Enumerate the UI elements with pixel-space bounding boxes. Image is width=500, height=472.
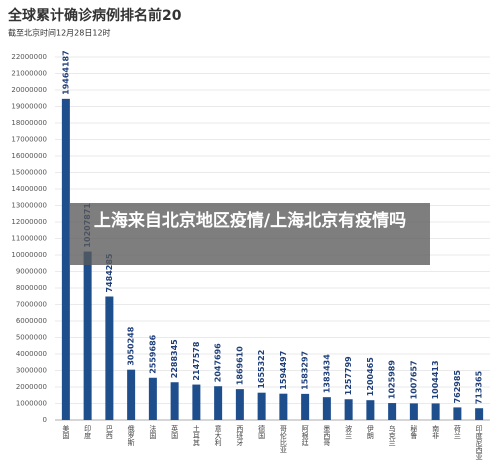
bar bbox=[475, 408, 484, 420]
bar bbox=[344, 399, 353, 420]
chart-title: 全球累计确诊病例排名前20 bbox=[7, 7, 182, 24]
y-tick-label: 21000000 bbox=[11, 70, 47, 78]
value-label: 2288345 bbox=[170, 339, 179, 378]
chart-subtitle: 截至北京时间12月28日12时 bbox=[8, 28, 111, 38]
y-tick-label: 11000000 bbox=[11, 235, 47, 243]
y-tick-label: 18000000 bbox=[11, 119, 47, 127]
value-label: 3050248 bbox=[127, 326, 136, 365]
bar bbox=[322, 397, 331, 420]
x-tick-label: 哥伦比亚 bbox=[279, 425, 287, 453]
x-tick-label: 意大利 bbox=[214, 424, 222, 446]
y-tick-label: 19000000 bbox=[11, 103, 47, 111]
y-tick-label: 8000000 bbox=[16, 284, 47, 292]
y-tick-label: 20000000 bbox=[11, 86, 47, 94]
bar bbox=[148, 377, 157, 420]
y-tick-label: 1000000 bbox=[16, 400, 47, 408]
y-tick-label: 9000000 bbox=[16, 268, 47, 276]
x-tick-label: 巴西 bbox=[105, 425, 113, 440]
x-tick-label: 荷兰 bbox=[453, 424, 461, 439]
bar bbox=[279, 393, 288, 420]
x-tick-label: 德国 bbox=[258, 424, 266, 440]
y-tick-label: 2000000 bbox=[16, 383, 47, 391]
value-label: 1383434 bbox=[322, 354, 331, 393]
y-tick-label: 0 bbox=[43, 416, 47, 424]
y-tick-label: 5000000 bbox=[16, 334, 47, 342]
x-tick-label: 伊朗 bbox=[366, 424, 374, 440]
value-label: 1257799 bbox=[344, 356, 353, 395]
value-label: 1583297 bbox=[301, 351, 310, 390]
value-label: 713365 bbox=[475, 370, 484, 404]
x-tick-label: 波兰 bbox=[345, 424, 353, 439]
x-tick-label: 乌克兰 bbox=[388, 424, 396, 446]
x-tick-label: 俄罗斯 bbox=[127, 424, 135, 447]
y-tick-label: 10000000 bbox=[11, 251, 47, 259]
y-tick-label: 3000000 bbox=[16, 367, 47, 375]
y-tick-label: 16000000 bbox=[11, 152, 47, 160]
bar bbox=[61, 98, 70, 420]
bar bbox=[214, 386, 223, 420]
x-tick-label: 墨西哥 bbox=[323, 425, 331, 446]
value-label: 2147578 bbox=[192, 341, 201, 380]
annotation: 上海来自北京地区疫情/上海北京有疫情吗 bbox=[70, 203, 430, 265]
value-label: 1594497 bbox=[279, 351, 288, 390]
x-tick-label: 阿根廷 bbox=[301, 424, 309, 447]
y-tick-label: 14000000 bbox=[11, 185, 47, 193]
bar bbox=[192, 384, 201, 420]
bar bbox=[366, 400, 375, 420]
bar bbox=[83, 251, 92, 420]
x-tick-label: 西班牙 bbox=[236, 425, 244, 447]
value-label: 1200465 bbox=[366, 357, 375, 396]
y-tick-label: 22000000 bbox=[11, 53, 47, 61]
y-tick-label: 13000000 bbox=[11, 202, 47, 210]
bar bbox=[105, 296, 114, 420]
x-tick-label: 美国 bbox=[62, 424, 70, 440]
x-tick-label: 南非 bbox=[432, 424, 440, 440]
value-label: 19464187 bbox=[61, 50, 70, 95]
bar bbox=[235, 389, 244, 420]
value-label: 2559686 bbox=[148, 334, 157, 373]
bar bbox=[301, 393, 310, 420]
bar bbox=[127, 369, 136, 420]
value-label: 1655322 bbox=[257, 350, 266, 389]
x-tick-label: 法国 bbox=[149, 424, 157, 440]
value-label: 1004413 bbox=[431, 360, 440, 399]
value-label: 7484285 bbox=[105, 253, 114, 292]
value-label: 1007657 bbox=[409, 360, 418, 399]
bar bbox=[409, 403, 418, 420]
y-tick-label: 4000000 bbox=[16, 350, 47, 358]
bar bbox=[431, 403, 440, 420]
bar bbox=[388, 403, 397, 420]
bar bbox=[170, 382, 179, 420]
x-tick-label: 秘鲁 bbox=[410, 424, 418, 440]
y-tick-label: 15000000 bbox=[11, 169, 47, 177]
y-tick-label: 7000000 bbox=[16, 301, 47, 309]
x-tick-label: 土耳其 bbox=[192, 424, 200, 447]
x-tick-label: 印度尼西亚 bbox=[475, 425, 483, 460]
x-tick-label: 印度 bbox=[84, 425, 92, 440]
y-tick-label: 6000000 bbox=[16, 317, 47, 325]
value-label: 2047696 bbox=[214, 343, 223, 382]
value-label: 1869610 bbox=[235, 346, 244, 385]
value-label: 1025989 bbox=[388, 360, 397, 399]
x-tick-label: 英国 bbox=[171, 424, 179, 440]
value-label: 762985 bbox=[453, 370, 462, 404]
y-tick-label: 12000000 bbox=[11, 218, 47, 226]
y-tick-label: 17000000 bbox=[11, 136, 47, 144]
bar bbox=[453, 407, 462, 420]
bar bbox=[257, 392, 266, 420]
